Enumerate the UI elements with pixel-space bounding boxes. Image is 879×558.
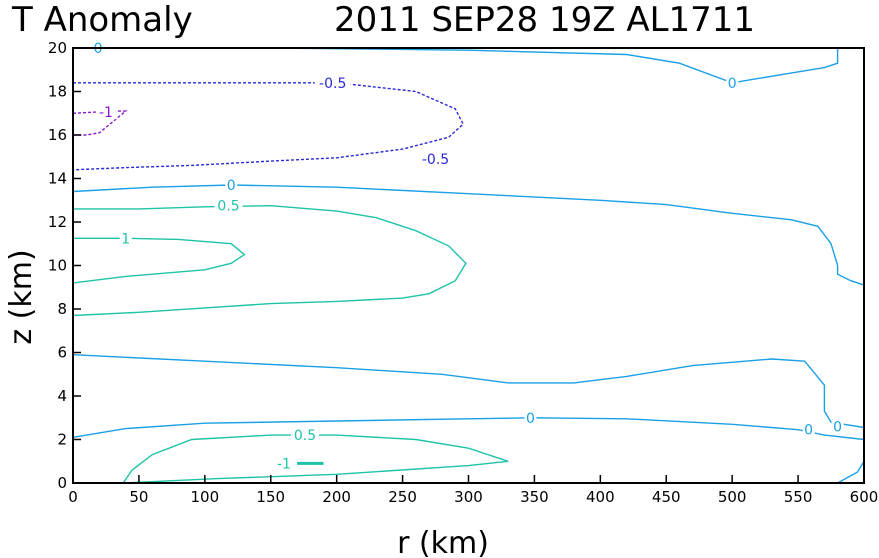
contour-label: -1 [99, 105, 113, 121]
x-tick-label: 400 [586, 488, 615, 506]
contour-label-bg [95, 104, 116, 120]
chart-title-right: 2011 SEP28 19Z AL1711 [334, 0, 755, 40]
y-tick-label: 2 [57, 431, 67, 449]
contour-label-bg [225, 177, 238, 193]
y-tick-label: 8 [57, 300, 67, 318]
contour-label-bg [214, 197, 243, 213]
x-tick-label: 50 [129, 488, 148, 506]
x-axis-ticks: 0 50 100 150 200 250 300 350 400 450 500 550 600 [68, 475, 878, 506]
y-tick-label: 10 [48, 257, 67, 275]
y-axis-ticks: 0 2 4 6 8 10 12 14 16 18 20 [48, 39, 81, 492]
plot-frame [72, 47, 865, 484]
contour-label: -1 [277, 456, 291, 472]
contour-line [72, 110, 128, 136]
x-tick-label: 250 [388, 488, 417, 506]
x-tick-label: 350 [520, 488, 549, 506]
y-tick-label: 6 [57, 344, 67, 362]
contour-line [122, 434, 509, 484]
y-tick-label: 4 [57, 387, 67, 405]
contour-line [72, 82, 465, 171]
contour-label: -0.5 [422, 152, 449, 168]
y-tick-label: 20 [48, 39, 67, 57]
contour-label: 0 [227, 178, 236, 194]
contour-line [72, 204, 467, 317]
contour-label-bg [802, 421, 815, 437]
x-tick-label: 500 [718, 488, 747, 506]
contour-label-bg [726, 74, 739, 90]
contour-label-bg [831, 418, 844, 434]
x-tick-label: 300 [454, 488, 483, 506]
x-axis-label: r (km) [397, 526, 489, 558]
contour-line [99, 47, 839, 84]
contour-lines [72, 47, 865, 484]
x-tick-label: 600 [850, 488, 879, 506]
y-axis-label: z (km) [4, 249, 39, 344]
contour-label-bg [291, 427, 320, 443]
contour-label-bg [417, 150, 454, 166]
x-tick-label: 450 [652, 488, 681, 506]
x-tick-label: 150 [256, 488, 285, 506]
contour-label-bg [119, 230, 132, 246]
contour-label: 0.5 [217, 199, 239, 215]
contour-label: 0.5 [294, 428, 316, 444]
y-tick-label: 0 [57, 474, 67, 492]
contour-label: 1 [121, 231, 130, 247]
contour-label: 0 [526, 411, 535, 427]
contour-line [72, 354, 865, 429]
y-tick-label: 18 [48, 83, 67, 101]
contour-label: -0.5 [319, 76, 346, 92]
contour-line [72, 184, 865, 286]
x-tick-label: 0 [68, 488, 78, 506]
contour-label-bg [273, 455, 294, 471]
contour-label: 0 [804, 423, 813, 439]
contour-label: 0 [833, 419, 842, 435]
contour-label-bg [524, 409, 537, 425]
x-tick-label: 550 [784, 488, 813, 506]
contour-line [72, 417, 865, 441]
x-tick-label: 100 [191, 488, 220, 506]
contour-line [72, 237, 246, 284]
x-tick-label: 200 [322, 488, 351, 506]
contour-label: 0 [728, 76, 737, 92]
y-tick-label: 12 [48, 213, 67, 231]
y-tick-label: 16 [48, 126, 67, 144]
contour-line [837, 460, 865, 484]
contour-label-bg [314, 74, 351, 90]
y-tick-label: 14 [48, 170, 67, 188]
chart-title-left: T Anomaly [11, 0, 193, 40]
